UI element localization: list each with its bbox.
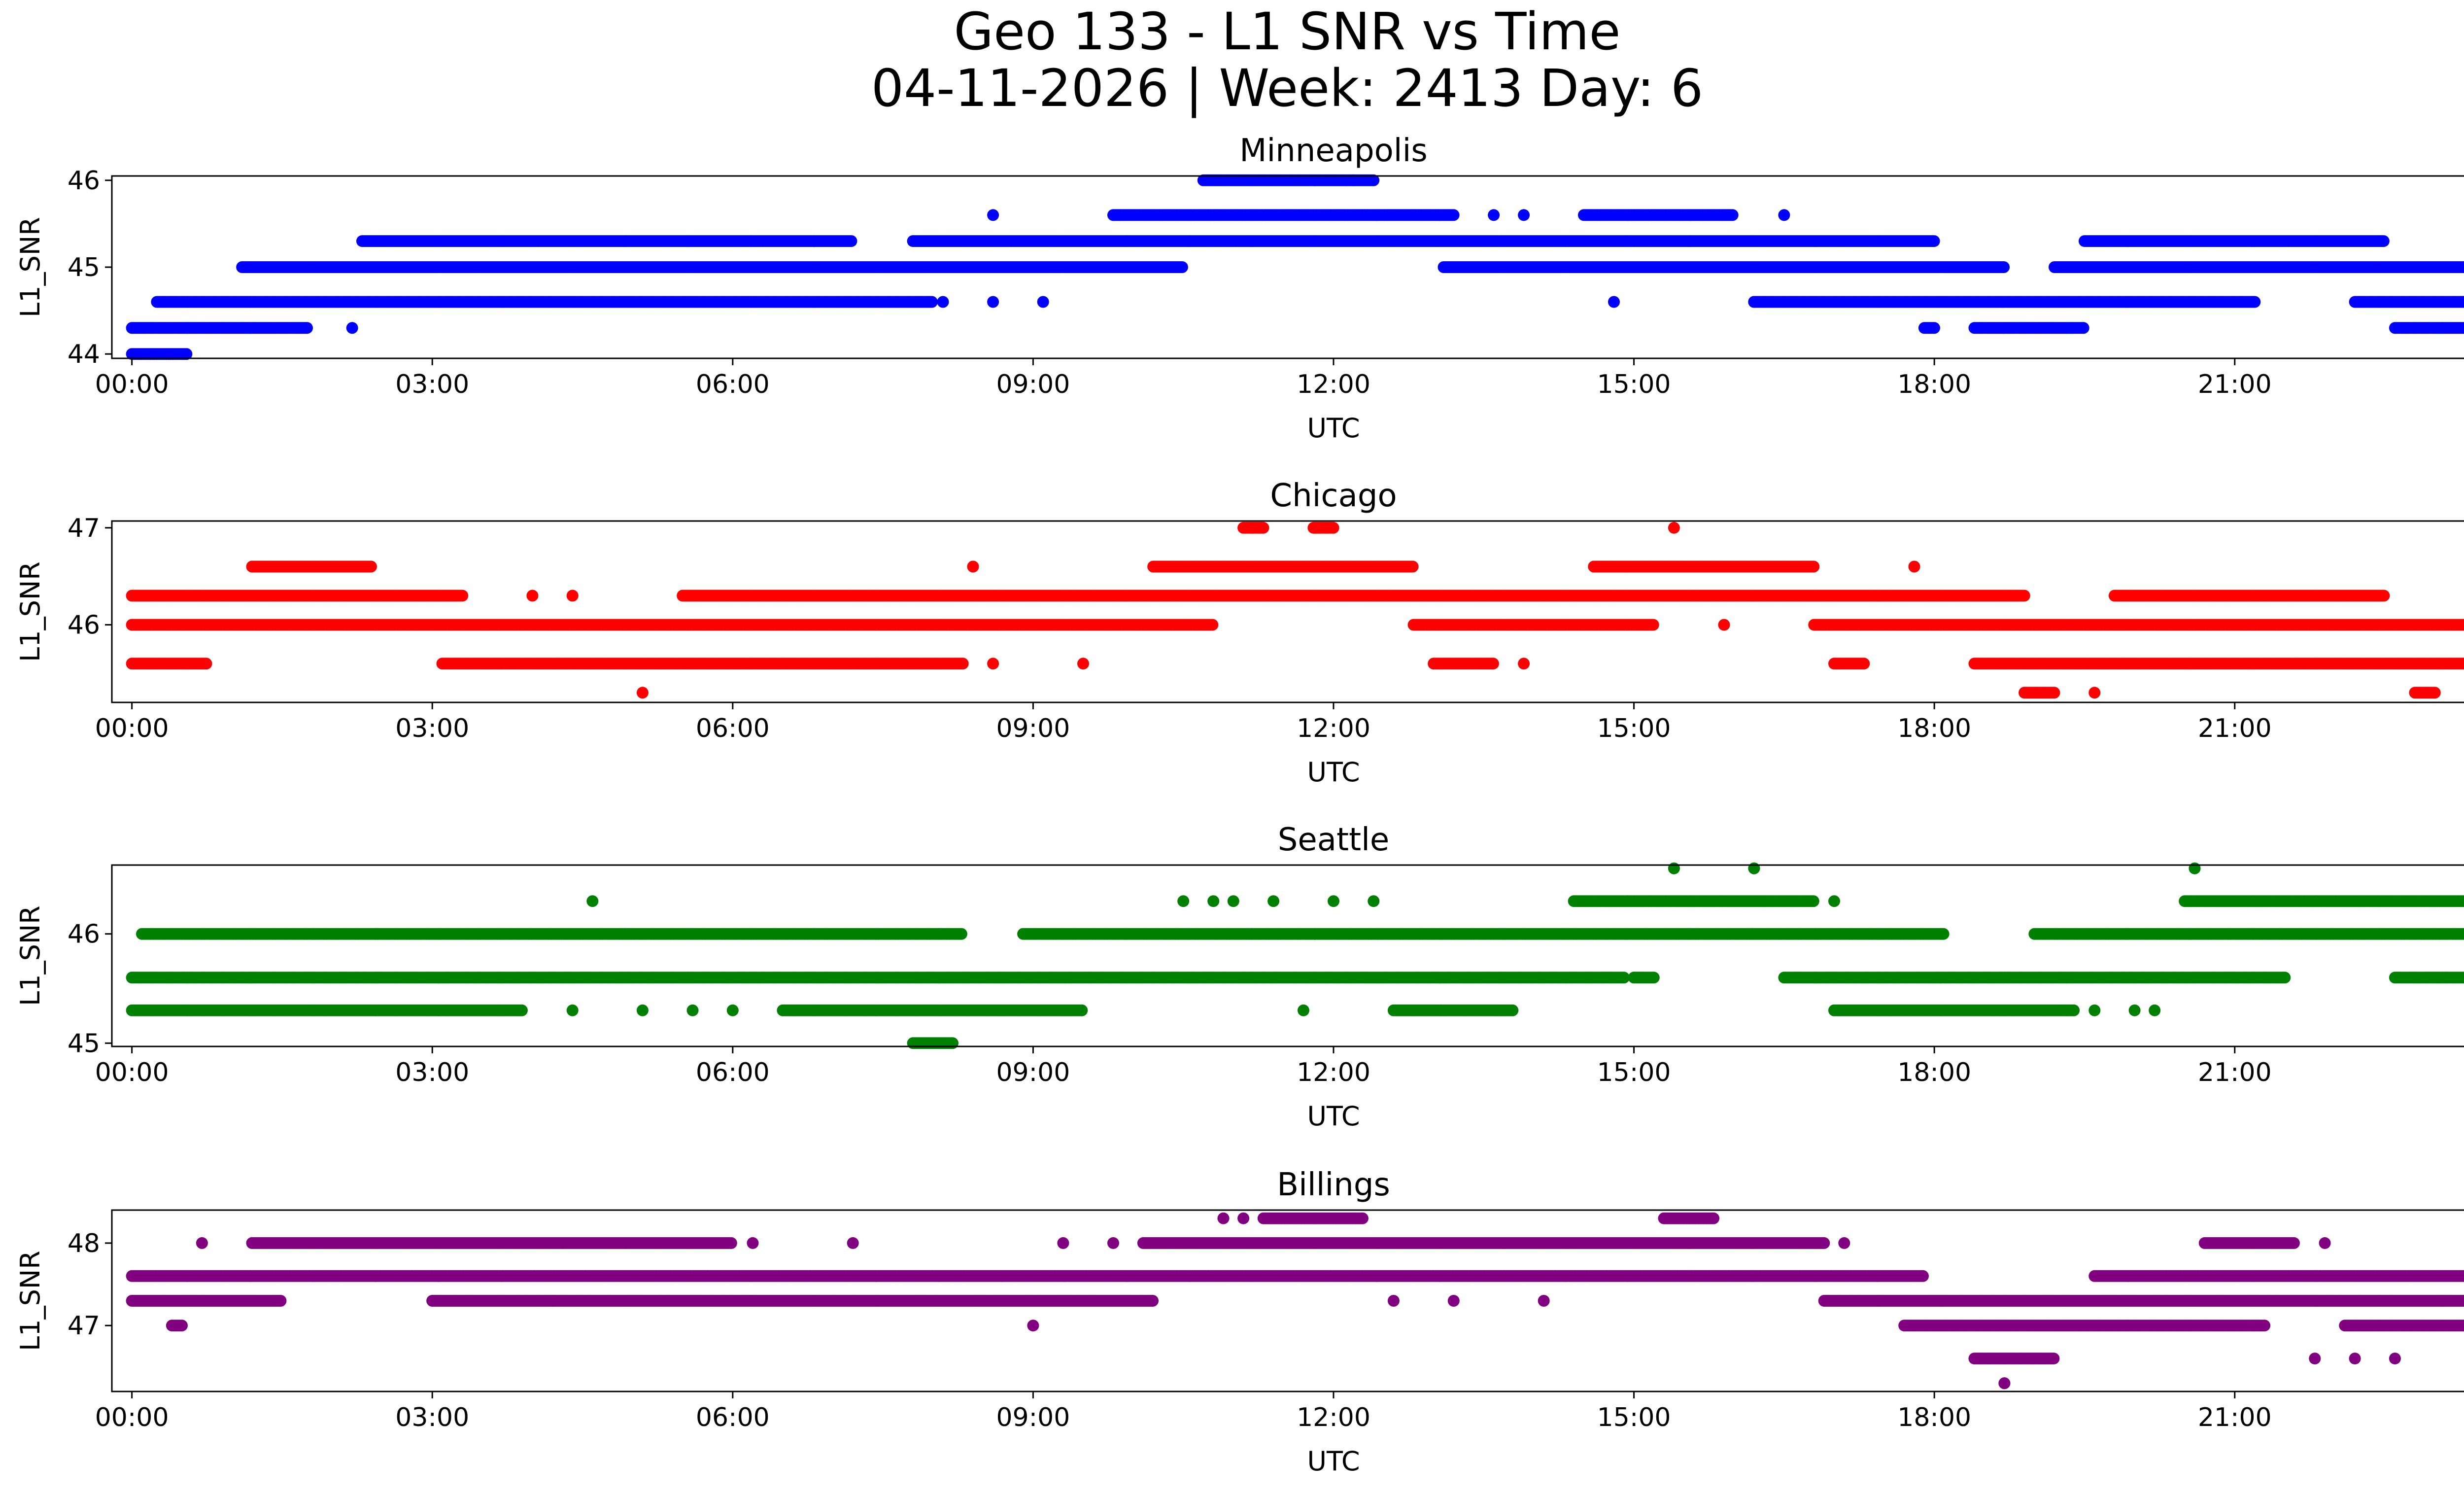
x-tick-label: 03:00 [395,370,469,399]
data-point [1858,658,1870,670]
x-tick-label: 06:00 [696,370,770,399]
data-point [2077,322,2089,334]
data-point [957,658,969,670]
data-point [346,322,358,334]
x-ticks: 00:00 03:00 06:00 09:00 12:00 15:00 18:00 21:00… [95,358,2272,399]
data-point [200,658,212,670]
data-point [2462,323,2464,333]
data-point [987,209,999,221]
data-point [987,296,999,308]
x-axis-label: UTC [1307,413,1360,444]
data-point [925,296,938,308]
data-point [1176,261,1188,273]
data-point [845,235,857,247]
data-point [1487,658,1499,670]
subplot-title: Minneapolis [1239,133,1427,169]
data-points [126,522,2464,699]
data-points [126,174,2464,360]
data-point [2048,687,2060,699]
data-point [1928,235,1940,247]
x-tick-label: 15:00 [1597,370,1671,399]
data-point [1518,209,1530,221]
data-point [1608,296,1620,308]
data-point [1778,209,1790,221]
figure-title-line1: Geo 133 - L1 SNR vs Time [954,1,1620,62]
data-point [301,322,313,334]
x-tick-label: 09:00 [996,370,1070,399]
subplots: Minneapolis 00:00 03:00 06:00 09:00 12:00 15:0… [15,133,2464,1477]
data-point [1488,209,1500,221]
y-axis-label: L1_SNR [15,217,46,317]
data-point [1447,209,1460,221]
data-point [1928,322,1940,334]
data-point [1726,209,1739,221]
data-point [1748,296,1760,308]
x-tick-label: 00:00 [95,370,169,399]
x-tick-label: 12:00 [1297,370,1370,399]
data-point [1037,296,1049,308]
y-tick-label: 44 [68,340,100,369]
y-tick-label: 46 [68,166,100,196]
figure-title-line2: 04-11-2026 | Week: 2413 Day: 6 [871,58,1703,118]
x-tick-label: 21:00 [2198,370,2272,399]
data-point [2429,687,2441,699]
subplot-title: Chicago [1270,478,1397,514]
data-point [2377,235,2390,247]
y-tick-label: 45 [68,253,100,282]
y-ticks: 44 45 46 [68,166,112,369]
data-point [1998,261,2010,273]
data-point [2249,296,2261,308]
data-point [937,296,949,308]
subplot-minneapolis: Minneapolis 00:00 03:00 06:00 09:00 12:00 15:0… [15,133,2464,444]
data-point [180,348,193,360]
x-tick-label: 18:00 [1897,370,1971,399]
